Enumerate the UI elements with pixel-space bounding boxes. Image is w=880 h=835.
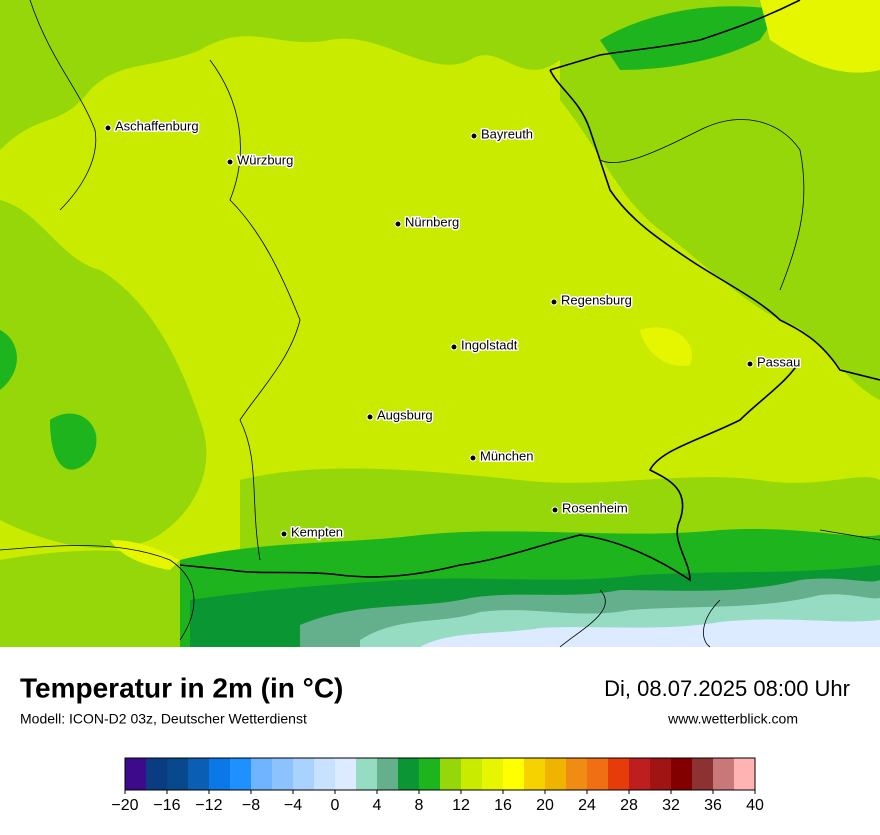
colorbar-swatch [692, 758, 714, 790]
city-dot [104, 124, 112, 132]
colorbar-swatch [671, 758, 693, 790]
colorbar-tick-label: 20 [536, 797, 554, 814]
colorbar-tick-label: 40 [746, 797, 764, 814]
footer: Temperatur in 2m (in °C) Modell: ICON-D2… [20, 672, 850, 726]
colorbar-tick-label: 12 [452, 797, 470, 814]
colorbar-swatch [545, 758, 567, 790]
colorbar-tick-label: −4 [284, 797, 302, 814]
colorbar-swatch [167, 758, 189, 790]
colorbar-swatch [419, 758, 441, 790]
colorbar-swatch [503, 758, 525, 790]
colorbar-swatch [566, 758, 588, 790]
colorbar-swatch [734, 758, 756, 790]
colorbar-swatch [125, 758, 147, 790]
colorbar-swatch [251, 758, 273, 790]
colorbar-swatch [293, 758, 315, 790]
colorbar-frame [124, 757, 756, 791]
city-label: Nürnberg [405, 214, 459, 229]
colorbar-tick-label: 4 [373, 797, 382, 814]
colorbar-swatch [314, 758, 336, 790]
colorbar-tick-label: 8 [415, 797, 424, 814]
city-label: Rosenheim [562, 500, 628, 515]
colorbar-swatch [713, 758, 735, 790]
colorbar-tick-label: 28 [620, 797, 638, 814]
map [0, 0, 880, 648]
city-label: Würzburg [237, 152, 293, 167]
colorbar-swatch [650, 758, 672, 790]
colorbar-swatch [398, 758, 420, 790]
title: Temperatur in 2m (in °C) [20, 672, 343, 703]
colorbar-swatch [587, 758, 609, 790]
colorbar-swatch [146, 758, 168, 790]
colorbar-tick-label: −12 [195, 797, 222, 814]
colorbar-swatch [629, 758, 651, 790]
colorbar-swatch [482, 758, 504, 790]
city-label: Ingolstadt [461, 337, 518, 352]
city-label: Regensburg [561, 292, 632, 307]
city-dot [551, 506, 559, 514]
colorbar-swatch [524, 758, 546, 790]
colorbar-swatch [188, 758, 210, 790]
colorbar-tick-label: −20 [111, 797, 138, 814]
colorbar-swatch [335, 758, 357, 790]
city-dot [469, 454, 477, 462]
city-dot [746, 360, 754, 368]
city-dot [550, 298, 558, 306]
colorbar-swatch [230, 758, 252, 790]
city-dot [470, 132, 478, 140]
city-label: Passau [757, 354, 800, 369]
city-dot [450, 343, 458, 351]
city-dot [280, 530, 288, 538]
colorbar-tick-label: 0 [331, 797, 340, 814]
subtitle: Modell: ICON-D2 03z, Deutscher Wetterdie… [20, 711, 307, 727]
colorbar-tick-label: 16 [494, 797, 512, 814]
colorbar-tick-label: −8 [242, 797, 260, 814]
city-label: München [480, 448, 533, 463]
colorbar-swatch [377, 758, 399, 790]
colorbar-swatch [440, 758, 462, 790]
datetime: Di, 08.07.2025 08:00 Uhr [604, 676, 850, 701]
colorbar-swatch [608, 758, 630, 790]
city-label: Kempten [291, 524, 343, 539]
colorbar-swatch [461, 758, 483, 790]
city-dot [394, 220, 402, 228]
colorbar-swatch [272, 758, 294, 790]
city-label: Augsburg [377, 407, 433, 422]
city-dot [366, 413, 374, 421]
city-dot [226, 158, 234, 166]
city-label: Bayreuth [481, 126, 533, 141]
colorbar-swatch [209, 758, 231, 790]
source: www.wetterblick.com [667, 711, 798, 727]
colorbar-tick-label: −16 [153, 797, 180, 814]
colorbar-tick-label: 36 [704, 797, 722, 814]
colorbar-swatch [356, 758, 378, 790]
city-label: Aschaffenburg [115, 118, 199, 133]
colorbar-tick-label: 32 [662, 797, 680, 814]
colorbar-tick-label: 24 [578, 797, 596, 814]
